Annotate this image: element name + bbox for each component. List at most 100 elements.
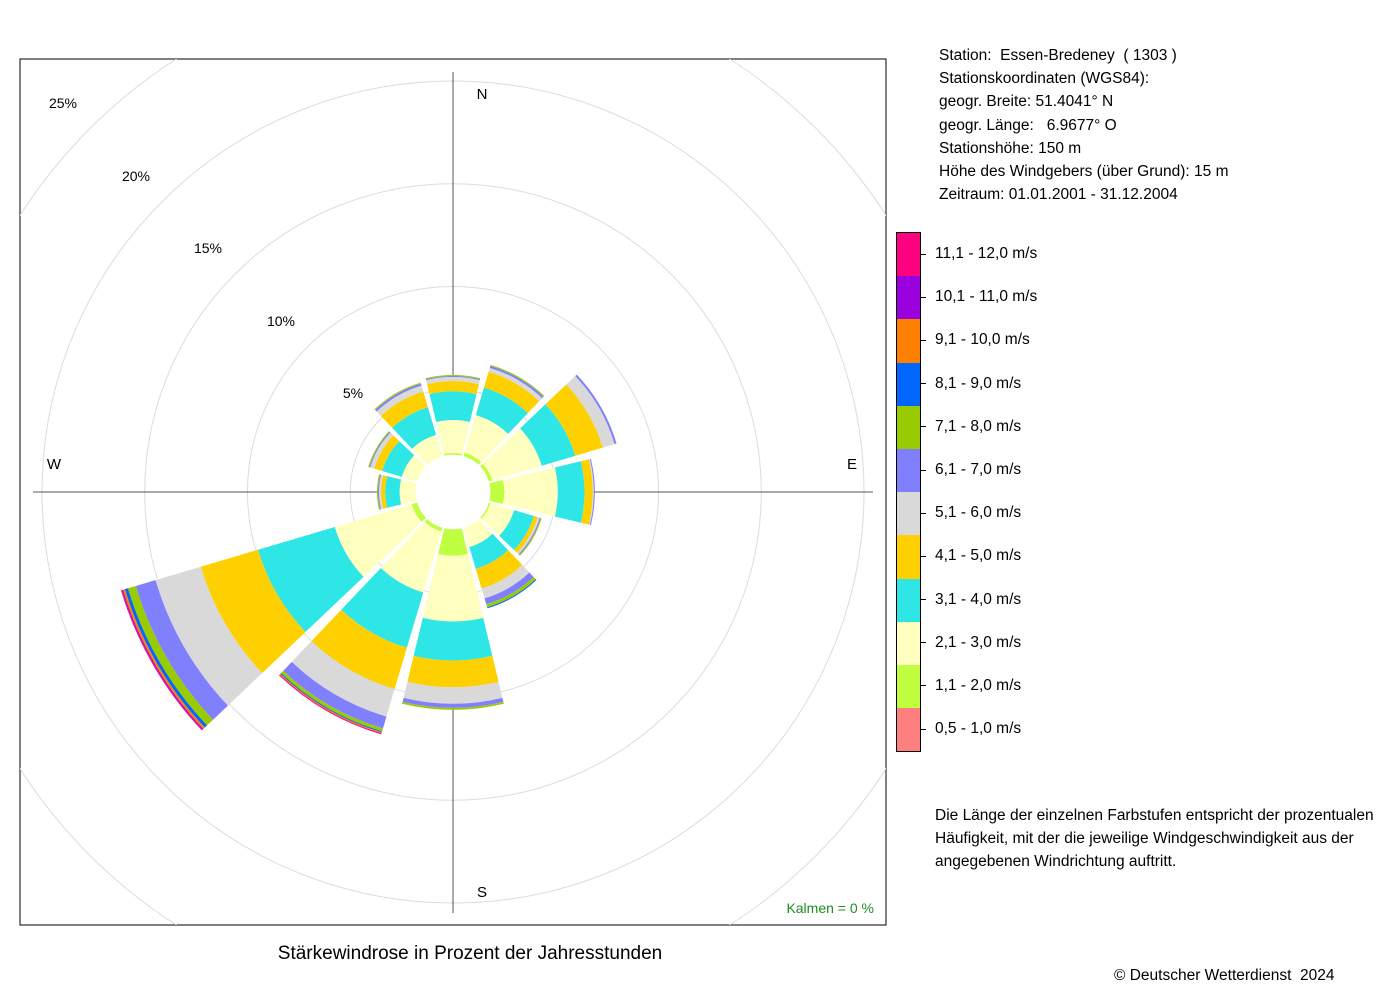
compass-label-N: N [477,86,488,103]
segment-60°-class-6 [566,376,615,448]
legend-tick-3 [920,621,926,664]
sector-210° [279,492,453,735]
segment-210°-class-6 [291,641,395,717]
segment-120°-class-3 [481,503,515,536]
segment-N-class-6 [426,376,480,385]
legend-swatch-9 [897,362,920,406]
legend-label-11: 10,1 - 11,0 m/s [935,288,1038,306]
segment-330°-class-4 [392,407,437,449]
segment-240°-class-7 [135,580,228,720]
segment-150°-class-7 [484,572,534,605]
segment-300°-class-4 [382,441,415,477]
segment-120°-class-6 [517,517,540,555]
copyright: © Deutscher Wetterdienst 2024 [1114,967,1335,984]
legend-swatch-10 [897,319,920,363]
segment-E-class-3 [502,467,558,517]
segment-S-class-4 [413,617,493,661]
legend-swatch-2 [897,664,920,709]
legend-label-10: 9,1 - 10,0 m/s [935,331,1030,349]
compass-label-E: E [847,456,857,473]
wind-rose-chart: N E S W 5% 10% 15% 20% 25% Kalmen = 0 % [19,58,887,926]
segment-120°-class-4 [499,510,534,550]
legend-swatch-3 [897,621,920,665]
sector-240° [120,492,453,731]
segment-150°-class-5 [475,550,523,589]
legend-label-9: 8,1 - 9,0 m/s [935,374,1022,392]
segment-240°-class-4 [257,527,364,633]
segment-210°-class-5 [311,609,407,690]
legend-label-7: 6,1 - 7,0 m/s [935,460,1022,478]
segment-W-class-7 [377,474,382,510]
segment-E-class-4 [554,461,585,523]
legend-swatch-8 [897,405,920,449]
segment-240°-class-5 [200,549,306,674]
segment-60°-class-3 [482,428,542,481]
legend-label-12: 11,1 - 12,0 m/s [935,245,1038,262]
segment-W-class-3 [399,479,422,505]
segment-S-class-6 [403,681,503,704]
segment-N-class-4 [429,391,477,423]
segment-210°-class-7 [283,661,387,729]
segment-300°-class-6 [370,432,394,469]
segment-150°-class-6 [481,565,530,599]
center-hole [415,454,491,530]
segment-330°-class-7 [375,383,422,412]
legend-ticks [920,232,926,750]
legend-label-1: 0,5 - 1,0 m/s [935,720,1022,738]
segment-300°-class-7 [369,431,391,468]
legend-tick-9 [920,362,926,405]
segment-60°-class-7 [575,374,617,445]
segment-30°-class-3 [464,415,509,463]
segment-S-class-5 [407,655,499,688]
legend-swatch-6 [897,492,920,536]
legend-label-6: 5,1 - 6,0 m/s [935,504,1022,522]
segment-S-class-7 [402,697,504,708]
segment-240°-class-6 [155,566,263,706]
segment-300°-class-5 [374,435,400,471]
station-coordinates-heading: Stationskoordinaten (WGS84): [939,70,1150,88]
legend-swatch-4 [897,578,920,622]
radial-tick-25: 25% [49,95,77,111]
legend-tick-5 [920,534,926,577]
segment-W-class-5 [381,475,388,509]
sector-S [402,492,504,710]
segment-N-class-5 [427,381,479,395]
segment-330°-class-6 [376,385,424,416]
legend-labels: 11,1 - 12,0 m/s 10,1 - 11,0 m/s 9,1 - 10,0… [935,232,1037,750]
segment-E-class-5 [580,459,593,525]
segment-S-class-3 [422,553,484,622]
station-name: Station: Essen-Bredeney ( 1303 ) [939,47,1177,64]
segment-240°-class-3 [334,504,422,577]
station-elevation: Stationshöhe: 150 m [939,139,1082,157]
segment-N-class-3 [436,420,470,455]
legend-tick-4 [920,578,926,621]
segment-120°-class-5 [514,515,538,553]
radial-tick-10: 10% [267,313,295,329]
station-info: Station: Essen-Bredeney ( 1303 ) Station… [939,44,1228,206]
radial-tick-15: 15% [194,240,222,256]
legend-tick-8 [920,405,926,448]
segment-210°-class-8 [281,670,383,732]
segment-W-class-4 [385,476,402,508]
segment-30°-class-4 [475,387,528,434]
legend-swatch-12 [897,233,920,277]
legend-tick-10 [920,318,926,361]
segment-30°-class-7 [489,365,544,399]
segment-300°-class-8 [368,431,390,468]
radial-tick-20: 20% [122,168,150,184]
legend-tick-12 [920,232,926,275]
legend-swatch-7 [897,448,920,493]
segment-330°-class-5 [380,391,428,428]
segment-60°-class-5 [545,384,603,456]
legend-description: Die Länge der einzelnen Farbstufen entsp… [935,807,1374,871]
segment-N-class-7 [425,375,481,381]
chart-title: Stärkewindrose in Prozent der Jahresstun… [277,943,663,964]
segment-210°-class-4 [341,568,424,648]
anemometer-height: Höhe des Windgebers (über Grund): 15 m [939,163,1229,181]
compass-label-S: S [477,884,487,901]
segment-S-class-8 [402,701,504,710]
legend-tick-6 [920,491,926,534]
legend-tick-2 [920,664,926,707]
calm-label: Kalmen = 0 % [786,900,874,916]
segment-W-class-6 [379,474,384,510]
